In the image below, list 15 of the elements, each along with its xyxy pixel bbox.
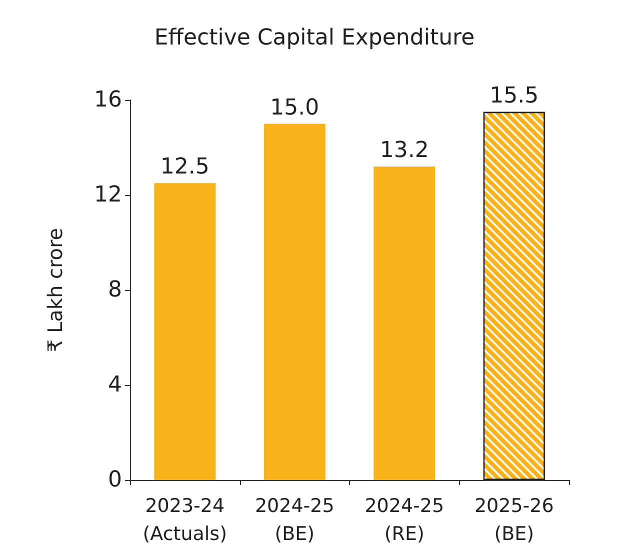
- data-label: 15.0: [270, 95, 320, 120]
- y-tick-label: 4: [108, 372, 122, 398]
- x-tick-label: 2024-25 (RE): [364, 495, 444, 545]
- y-tick-label: 8: [108, 278, 122, 302]
- x-tick-label: 2025-26 (BE): [474, 495, 554, 545]
- y-tick-label: 0: [108, 468, 122, 492]
- x-tick-label: 2024-25 (BE): [254, 495, 334, 545]
- x-tick-label: 2023-24 (Actuals): [142, 495, 227, 545]
- data-label: 13.2: [380, 138, 429, 163]
- chart-title: Effective Capital Expenditure: [154, 26, 475, 50]
- y-tick-label: 16: [94, 88, 122, 112]
- y-axis-title: ₹ Lakh crore: [43, 228, 67, 352]
- y-tick-label: 12: [94, 182, 122, 208]
- data-label: 12.5: [160, 154, 210, 180]
- data-label: 15.5: [490, 83, 539, 108]
